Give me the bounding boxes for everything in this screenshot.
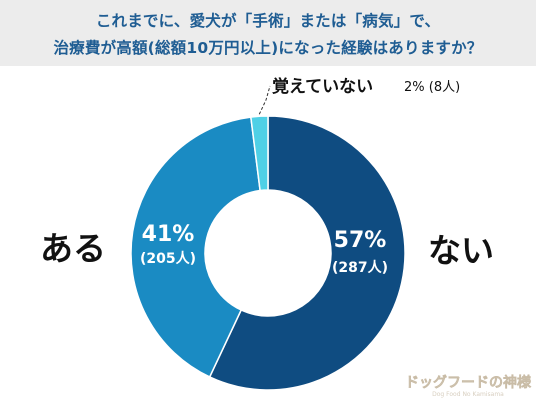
donut-slice-0 [208,115,406,391]
chart-title-line-1: これまでに、愛犬が「手術」または「病気」で、 [95,12,441,30]
svg-text:Dog Food No Kamisama: Dog Food No Kamisama [432,391,504,398]
label-oboeteinai-value: 2% (8人) [404,80,461,95]
leader-line [258,85,271,115]
data-label-aru-percent: 41% [141,222,195,247]
data-label-nai-count: (287人) [331,260,389,276]
label-oboeteinai: 覚えていない [272,77,374,97]
title-band: これまでに、愛犬が「手術」または「病気」で、 治療費が高額(総額10万円以上)に… [0,0,536,66]
donut-slice-2 [249,115,269,192]
label-aru: ある [40,229,106,268]
data-label-nai-percent: 57% [333,228,387,253]
label-nai: ない [428,231,494,270]
svg-text:ドッグフードの神様: ドッグフードの神様 [405,374,532,391]
data-label-aru-count: (205人) [139,251,197,267]
donut-slice-1 [130,116,261,378]
chart-title-line-2: 治療費が高額(総額10万円以上)になった経験はありますか？ [53,39,483,57]
watermark-logo: ドッグフードの神様 Dog Food No Kamisama [405,374,532,398]
